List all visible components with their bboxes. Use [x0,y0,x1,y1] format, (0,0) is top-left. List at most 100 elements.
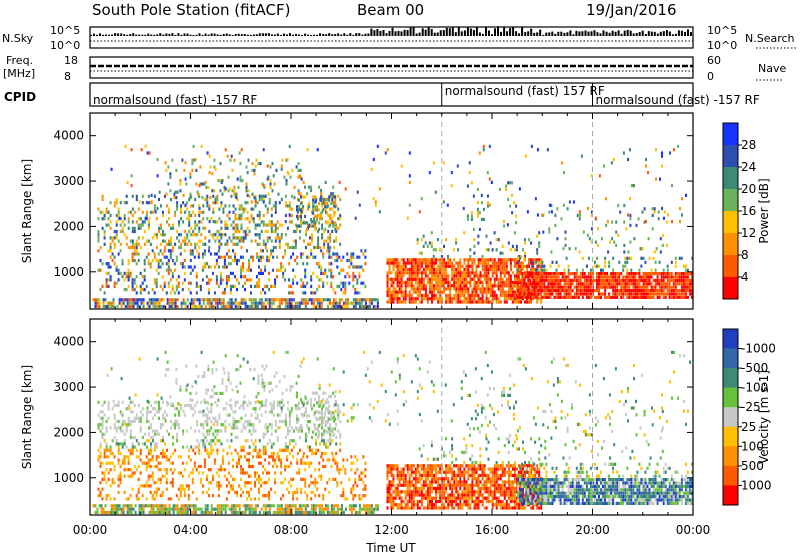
data-cell [470,217,473,221]
station-title: South Pole Station (fitACF) [92,1,290,19]
data-cell [453,271,456,275]
data-cell [109,275,112,279]
data-cell [629,213,632,217]
data-cell [107,262,110,266]
data-cell [310,185,313,189]
data-cell [334,458,337,462]
data-cell [566,207,569,211]
data-cell [191,268,194,272]
data-cell [477,277,480,281]
data-cell [463,287,466,291]
data-cell [151,471,154,475]
data-cell [618,292,621,296]
data-cell [322,464,325,469]
data-cell [344,468,347,472]
data-cell [264,204,267,208]
data-cell [557,282,560,286]
data-cell [374,200,377,204]
data-cell [248,298,251,302]
data-cell [97,413,100,417]
data-cell [170,197,172,202]
data-cell [284,233,287,237]
data-cell [648,275,651,279]
data-cell [648,256,651,260]
data-cell [268,490,271,494]
data-cell [330,271,333,275]
data-cell [181,487,184,491]
data-cell [248,278,250,282]
data-cell [266,258,269,263]
data-cell [188,220,191,224]
data-cell [432,161,435,165]
nsky-bar [252,34,255,36]
data-cell [127,275,130,279]
data-cell [652,278,655,282]
data-cell [318,304,321,309]
data-cell [352,275,355,279]
data-cell [207,288,210,292]
nsky-bar [536,32,539,36]
data-cell [270,220,273,224]
data-cell [402,293,405,298]
data-cell [495,264,498,268]
data-cell [503,267,506,272]
data-cell [635,223,638,227]
data-cell [656,295,659,299]
data-cell [668,278,671,282]
data-cell [443,284,446,288]
data-cell [535,272,538,276]
data-cell [479,258,482,262]
data-cell [432,255,435,259]
data-cell [481,267,484,272]
data-cell [459,261,462,265]
data-cell [100,507,103,511]
data-cell [160,223,162,227]
data-cell [209,481,212,485]
data-cell [135,275,138,279]
data-cell [473,300,476,304]
data-cell [260,484,262,488]
data-cell [567,285,570,289]
data-cell [304,268,307,272]
data-cell [203,252,206,256]
data-cell [626,289,629,293]
data-cell [251,192,254,196]
data-cell [227,262,230,266]
data-cell [135,194,138,198]
data-cell [152,507,155,511]
data-cell [96,298,99,302]
data-cell [604,260,607,264]
data-cell [290,461,293,465]
data-cell [311,236,313,240]
nsky-bar [485,27,487,36]
data-cell [115,197,118,202]
data-cell [642,278,645,282]
power-x-axis [89,113,694,309]
data-cell [244,281,246,285]
data-cell [266,236,269,240]
data-cell [674,285,677,289]
data-cell [356,281,359,285]
data-cell [543,292,546,296]
nsky-bar [376,29,379,36]
data-cell [443,264,446,268]
nsky-bar [433,32,436,36]
data-cell [109,249,112,253]
data-cell [155,281,158,285]
data-cell [308,255,311,259]
data-cell [555,272,558,276]
data-cell [219,255,222,259]
data-cell [149,410,152,414]
colorbar-tick-label: 12 [741,226,756,240]
data-cell [188,210,191,214]
data-cell [559,278,562,282]
data-cell [680,289,683,293]
data-cell [471,277,474,281]
data-cell [684,272,687,276]
data-cell [270,252,273,256]
data-cell [344,281,347,285]
data-cell [240,204,243,208]
data-cell [260,298,263,302]
data-cell [577,289,580,293]
data-cell [489,293,492,298]
